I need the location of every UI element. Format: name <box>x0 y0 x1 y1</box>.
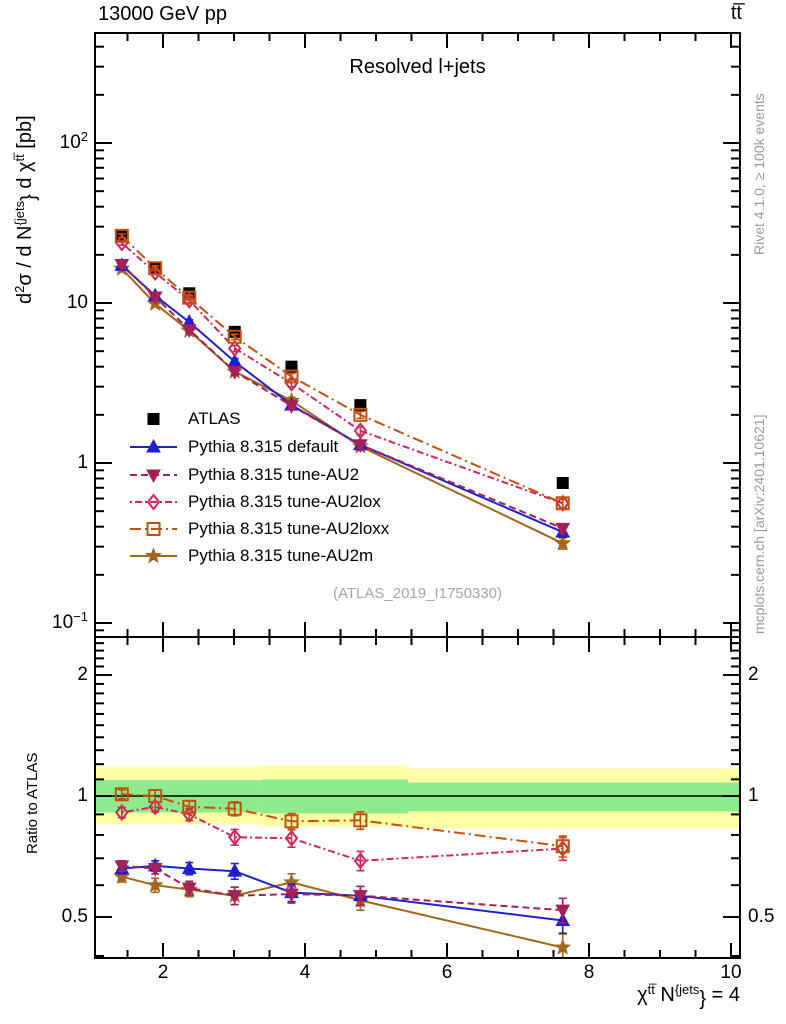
ratio-point-pythia-8-315-tune-au2lox <box>227 828 242 846</box>
ratio-point-pythia-8-315-tune-au2 <box>227 890 243 904</box>
ratio-axis-label: Ratio to ATLAS <box>24 752 41 854</box>
ratio-point-pythia-8-315-tune-au2loxx <box>353 813 368 828</box>
ratio-point-pythia-8-315-tune-au2lox <box>148 798 162 816</box>
point-atlas <box>354 399 367 412</box>
point-pythia-8-315-tune-au2 <box>147 291 163 306</box>
legend-item-pythia-default: Pythia 8.315 default <box>188 437 339 456</box>
axis-ticks <box>96 34 739 957</box>
point-pythia-8-315-tune-au2lox <box>227 339 242 358</box>
ratio-point-pythia-8-315-tune-au2 <box>353 890 368 904</box>
legend-marker-pythia-8-315-tune-au2loxx <box>146 522 161 536</box>
ratio-point-pythia-8-315-tune-au2lox <box>353 852 368 870</box>
x-tick-label-6: 6 <box>441 962 453 983</box>
point-pythia-8-315-tune-au2 <box>181 324 197 338</box>
point-pythia-8-315-tune-au2lox <box>284 374 299 392</box>
point-pythia-8-315-tune-au2lox <box>182 291 197 309</box>
point-pythia-8-315-tune-au2 <box>284 400 299 414</box>
point-atlas <box>556 476 569 489</box>
ratio-y-tick-label-right: 0.5 <box>748 906 775 927</box>
point-pythia-8-315-tune-au2 <box>114 259 130 273</box>
ratio-point-pythia-8-315-tune-au2loxx <box>114 787 129 802</box>
point-pythia-8-315-tune-au2 <box>353 439 368 453</box>
process-label: tt̅ <box>730 2 742 24</box>
legend-item-pythia-tune-au2m: Pythia 8.315 tune-AU2m <box>188 546 374 565</box>
x-tick-label-2: 2 <box>157 962 169 983</box>
plot-title: Resolved l+jets <box>349 56 486 78</box>
x-axis-label: χtt̅ N{jets} = 4 <box>637 982 740 1010</box>
ratio-point-pythia-8-315-tune-au2loxx <box>284 814 299 829</box>
legend-item-atlas: ATLAS <box>188 409 241 428</box>
ratio-point-pythia-8-315-tune-au2 <box>284 888 299 903</box>
main-y-tick-label: 102 <box>59 129 88 153</box>
x-tick-label-10: 10 <box>720 962 742 983</box>
ratio-point-pythia-8-315-default <box>181 860 197 875</box>
ratio-point-pythia-8-315-tune-au2 <box>147 863 163 877</box>
point-pythia-8-315-tune-au2loxx <box>555 496 570 511</box>
ratio-panel-series <box>113 787 572 958</box>
analysis-reference-label: (ATLAS_2019_I1750330) <box>332 585 502 602</box>
ratio-y-tick-label-right: 1 <box>748 785 759 806</box>
main-y-tick-label: 10 <box>66 292 88 313</box>
ratio-band-green <box>407 782 741 812</box>
point-pythia-8-315-tune-au2lox <box>353 422 368 440</box>
point-pythia-8-315-tune-au2loxx <box>182 290 197 305</box>
ratio-point-pythia-8-315-tune-au2loxx <box>182 799 197 814</box>
legend-marker-pythia-8-315-tune-au2m <box>145 547 162 564</box>
rivet-version-note: Rivet 4.1.0, ≥ 100k events <box>751 93 767 255</box>
x-tick-label-8: 8 <box>583 962 595 983</box>
point-atlas <box>285 360 298 373</box>
main-y-axis-label: d2σ / d N{jets} d χtt̅ [pb] <box>12 115 40 304</box>
ratio-y-tick-label-left: 0.5 <box>61 906 88 927</box>
point-pythia-8-315-tune-au2loxx <box>114 228 129 243</box>
mcplots-arxiv-note: mcplots.cern.ch [arXiv:2401.10621] <box>751 414 767 634</box>
ratio-y-tick-label-left: 1 <box>77 785 88 806</box>
point-pythia-8-315-tune-au2m <box>554 534 572 551</box>
point-pythia-8-315-tune-au2loxx <box>284 369 299 384</box>
ratio-point-pythia-8-315-tune-au2lox <box>115 803 129 822</box>
main-y-tick-label: 1 <box>77 452 88 473</box>
point-pythia-8-315-tune-au2loxx <box>227 329 242 344</box>
point-pythia-8-315-tune-au2loxx <box>148 261 163 276</box>
ratio-point-pythia-8-315-tune-au2 <box>114 860 130 874</box>
legend-item-pythia-tune-au2: Pythia 8.315 tune-AU2 <box>188 465 360 484</box>
ratio-y-tick-label-right: 2 <box>748 663 759 685</box>
point-pythia-8-315-tune-au2 <box>555 522 571 537</box>
ratio-point-pythia-8-315-tune-au2loxx <box>227 801 242 816</box>
ratio-point-pythia-8-315-tune-au2m <box>146 876 164 893</box>
main-y-tick-label: 10−1 <box>52 609 88 633</box>
ratio-point-pythia-8-315-tune-au2m <box>554 938 572 955</box>
legend-item-pythia-tune-au2lox: Pythia 8.315 tune-AU2lox <box>188 492 381 511</box>
legend-marker-atlas <box>147 413 160 425</box>
ratio-point-pythia-8-315-tune-au2 <box>555 904 571 919</box>
ratio-point-pythia-8-315-tune-au2loxx <box>555 839 570 854</box>
legend-marker-pythia-8-315-tune-au2lox <box>146 493 161 511</box>
main-panel-series <box>113 228 572 551</box>
ratio-point-pythia-8-315-tune-au2loxx <box>148 789 163 803</box>
ratio-point-pythia-8-315-tune-au2 <box>181 882 197 897</box>
point-pythia-8-315-tune-au2lox <box>555 494 570 512</box>
point-pythia-8-315-tune-au2loxx <box>353 407 368 422</box>
ratio-y-tick-label-left: 2 <box>77 663 88 685</box>
ratio-panel-frame <box>94 636 741 959</box>
legend-item-pythia-tune-au2loxx: Pythia 8.315 tune-AU2loxx <box>188 519 390 538</box>
legend-marker-pythia-8-315-tune-au2 <box>146 469 161 484</box>
ratio-point-pythia-8-315-default <box>227 863 243 877</box>
x-tick-label-4: 4 <box>299 962 311 983</box>
ratio-point-pythia-8-315-tune-au2lox <box>284 829 299 847</box>
beam-energy-label: 13000 GeV pp <box>98 3 227 25</box>
ratio-point-pythia-8-315-tune-au2m <box>113 867 131 884</box>
legend-marker-pythia-8-315-default <box>146 438 161 453</box>
point-pythia-8-315-tune-au2 <box>227 366 243 380</box>
